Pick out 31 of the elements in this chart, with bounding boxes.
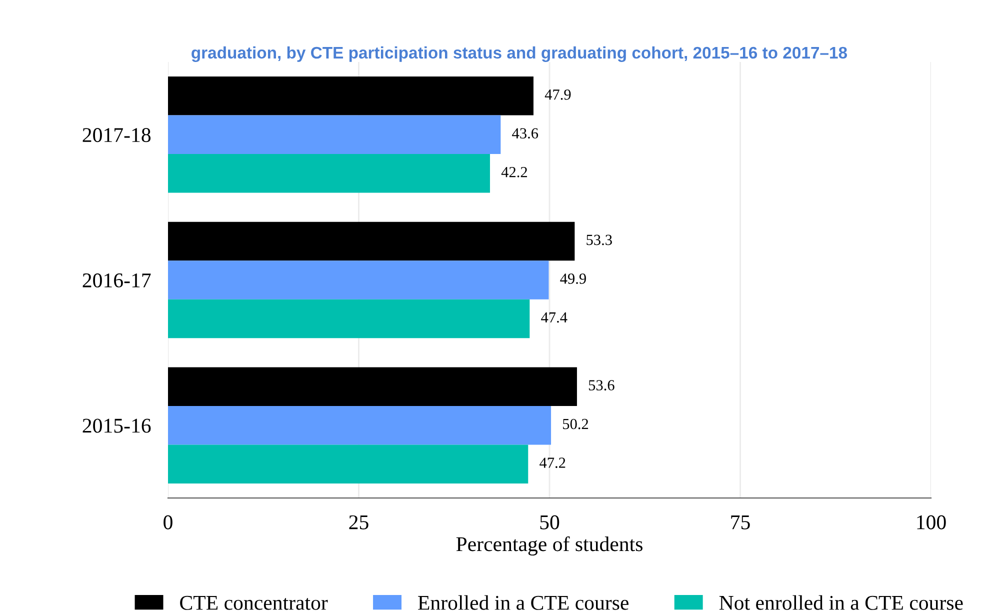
data-label: 47.4 [541, 312, 568, 323]
y-tick-label: 2016-17 [82, 273, 151, 288]
x-axis-title: Percentage of students [456, 536, 642, 556]
data-label: 53.6 [588, 380, 614, 390]
bar [168, 444, 528, 484]
bar [168, 367, 577, 406]
bar [168, 260, 549, 300]
data-label: 50.2 [563, 418, 588, 430]
chart-title: graduation, by CTE participation status and graduating cohort, 2015–16 to 2017–18 [192, 46, 848, 62]
y-tick-label: 2015-16 [82, 418, 151, 433]
y-tick-label: 2017-18 [82, 128, 151, 142]
x-tick-label: 75 [731, 515, 750, 530]
data-label: 47.2 [540, 458, 566, 468]
data-label: 43.6 [512, 128, 538, 139]
data-label: 47.9 [544, 89, 571, 100]
data-label: 49.9 [560, 274, 586, 284]
bar [168, 299, 530, 338]
legend-label: Enrolled in a CTE course [418, 595, 628, 610]
bar [168, 76, 534, 116]
data-label: 42.2 [501, 166, 527, 178]
x-tick-label: 25 [349, 515, 368, 530]
bar [168, 154, 490, 193]
legend-label: Not enrolled in a CTE course [719, 595, 963, 610]
x-tick-label: 50 [540, 515, 560, 530]
bar [168, 115, 501, 154]
legend-label: CTE concentrator [180, 596, 328, 610]
bar [168, 406, 552, 445]
bar [168, 222, 575, 261]
x-tick-label: 100 [917, 515, 946, 530]
x-tick-label: 0 [164, 515, 172, 530]
data-label: 53.3 [586, 234, 612, 246]
